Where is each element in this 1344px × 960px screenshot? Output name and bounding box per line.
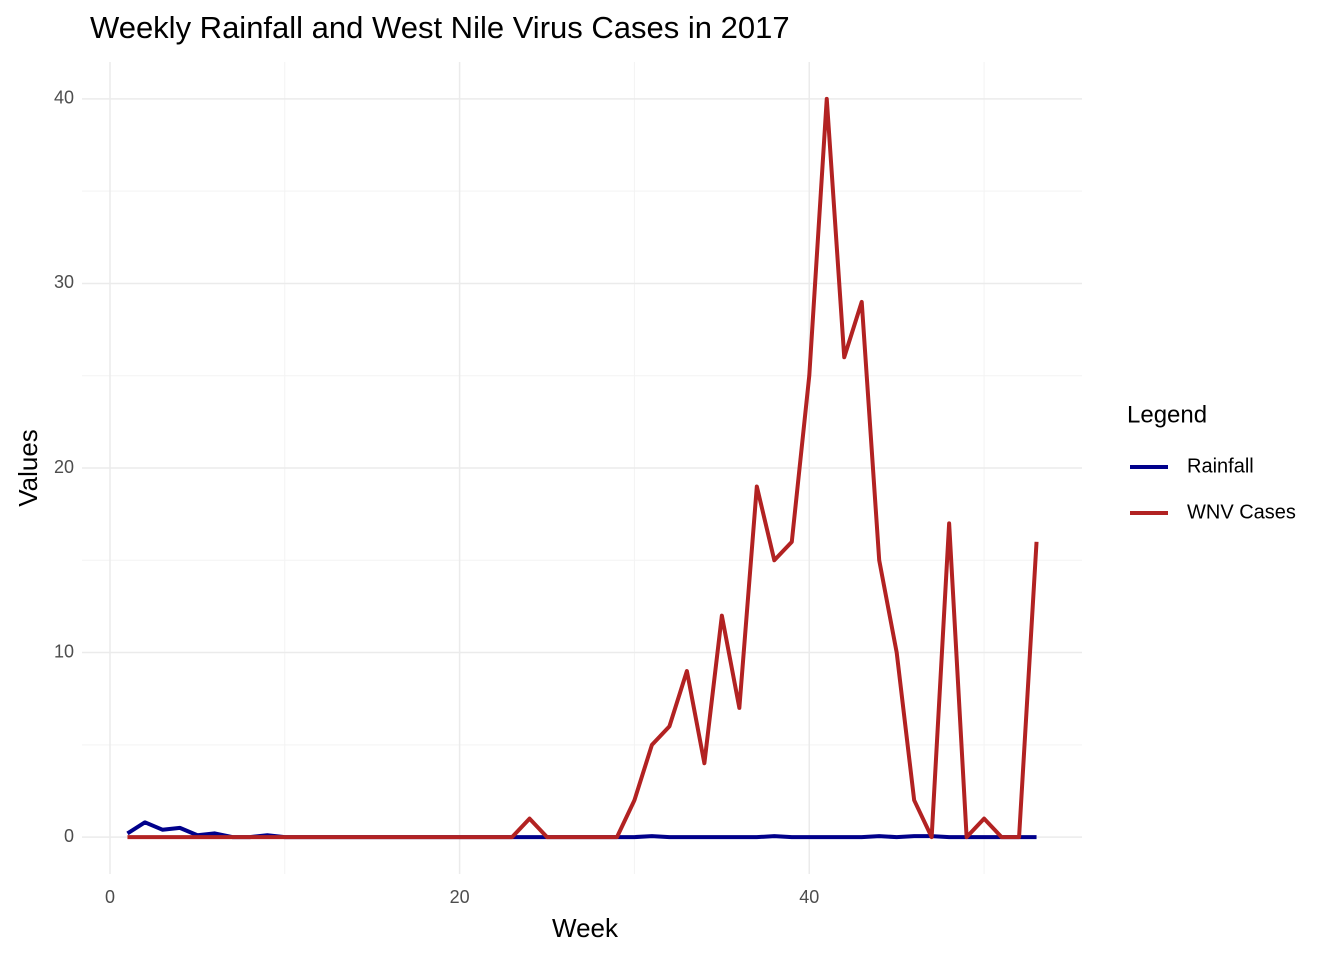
y-tick-label: 30 xyxy=(54,272,74,292)
x-tick-label: 0 xyxy=(105,887,115,907)
legend-title: Legend xyxy=(1127,401,1207,428)
x-tick-label: 40 xyxy=(799,887,819,907)
x-axis-title: Week xyxy=(552,913,619,943)
series-line xyxy=(126,820,1037,840)
y-axis-title: Values xyxy=(13,429,43,507)
y-tick-label: 10 xyxy=(54,641,74,661)
legend-label: WNV Cases xyxy=(1187,501,1296,523)
y-tick-label: 20 xyxy=(54,457,74,477)
y-tick-label: 40 xyxy=(54,88,74,108)
y-tick-label: 0 xyxy=(64,826,74,846)
x-tick-label: 20 xyxy=(450,887,470,907)
series-line xyxy=(127,96,1039,840)
legend-label: Rainfall xyxy=(1187,455,1254,477)
chart-title: Weekly Rainfall and West Nile Virus Case… xyxy=(90,10,790,45)
